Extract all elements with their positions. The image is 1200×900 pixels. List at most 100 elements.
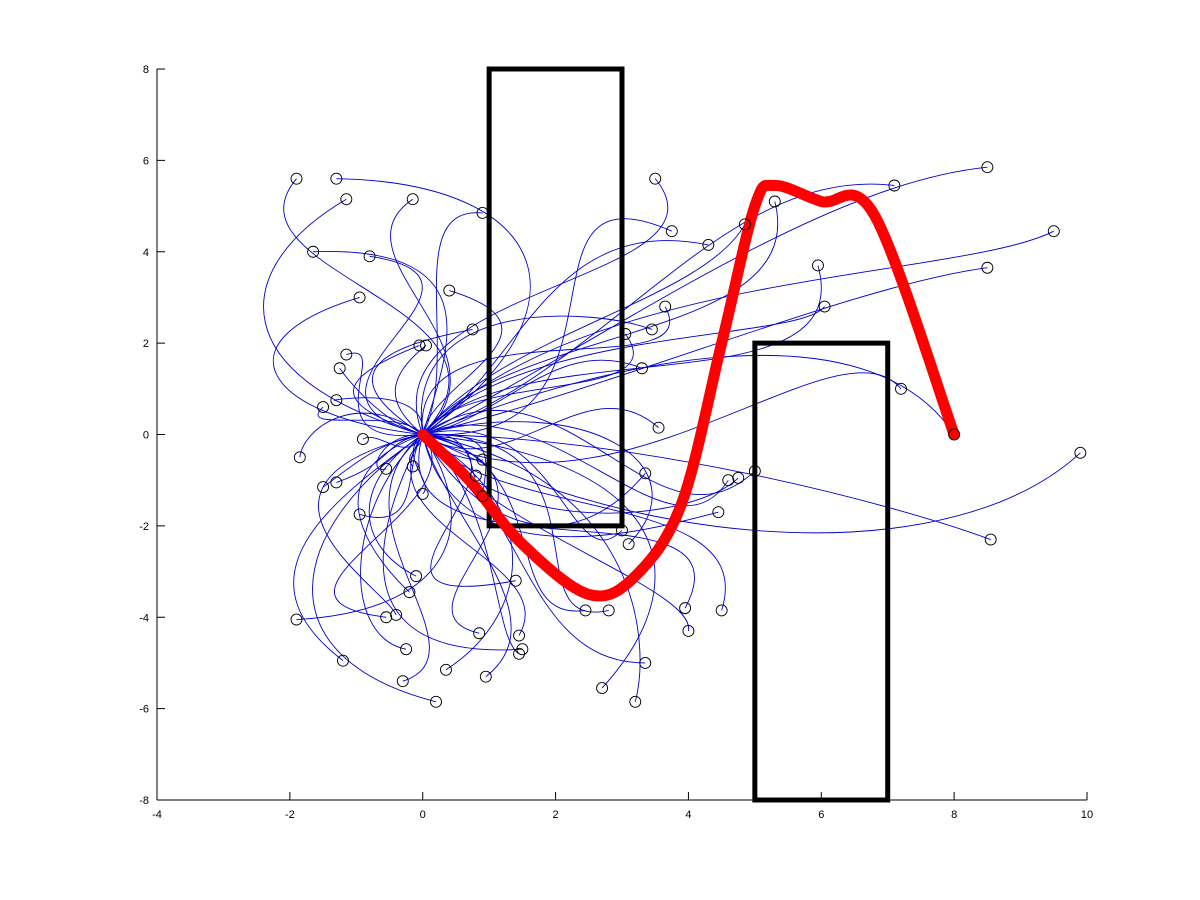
end-point-marker (466, 323, 479, 336)
end-point-marker (639, 467, 652, 480)
end-point-marker (479, 670, 492, 683)
end-point-marker (290, 172, 303, 185)
y-tick-label: -4 (139, 612, 149, 624)
end-point-marker (476, 453, 489, 466)
end-point-marker (768, 195, 781, 208)
trajectory-line (273, 297, 423, 435)
trajectory-line (322, 434, 423, 488)
end-point-marker (715, 604, 728, 617)
axes: -4 -2 0 2 4 6 8 10 -8 -6 -4 -2 0 2 4 6 8 (139, 64, 1093, 821)
trajectory-line (422, 434, 656, 689)
trajectory-line (422, 421, 653, 545)
end-point-marker (818, 300, 831, 313)
end-point-marker (293, 451, 306, 464)
trajectory-line (422, 230, 1054, 435)
trajectory-line (410, 434, 526, 636)
trajectory-line (390, 198, 451, 435)
end-point-marker (602, 604, 615, 617)
trajectory-line (415, 178, 669, 435)
trajectory-line (388, 434, 430, 682)
trajectory-line (422, 290, 503, 435)
end-point-marker (380, 462, 393, 475)
end-point-marker (619, 328, 632, 340)
trajectory-line (422, 359, 643, 435)
end-point-marker (649, 172, 662, 185)
optimal-path-group (417, 179, 960, 602)
trajectory-line (422, 306, 825, 435)
end-point-marker (473, 627, 486, 640)
end-point-marker (317, 401, 330, 414)
end-point-markers (290, 161, 1087, 708)
end-point-marker (416, 487, 429, 500)
end-point-marker (516, 643, 529, 656)
end-point-marker (340, 348, 353, 361)
end-point-marker (981, 261, 994, 274)
y-tick-label: -2 (139, 521, 149, 533)
end-point-marker (616, 524, 628, 537)
obstacle-rect (486, 66, 625, 529)
x-tick-label: -4 (152, 809, 162, 821)
end-point-marker (722, 474, 735, 487)
end-point-marker (888, 179, 901, 192)
end-point-marker (748, 465, 761, 477)
trajectory-lines (263, 166, 1081, 703)
end-point-marker (639, 656, 652, 669)
end-point-marker (665, 225, 678, 238)
trajectory-line (346, 352, 423, 437)
end-point-marker (812, 259, 824, 272)
trajectory-line (422, 183, 895, 435)
end-point-marker (330, 394, 343, 407)
y-tick-label: 6 (143, 155, 149, 167)
optimal-path (417, 179, 960, 602)
end-point-marker (380, 611, 393, 624)
x-tick-label: 4 (685, 809, 691, 821)
trajectory-line (360, 434, 424, 650)
end-point-marker (513, 629, 525, 642)
end-point-marker (702, 238, 715, 251)
end-point-marker (307, 245, 320, 258)
end-point-marker (330, 476, 343, 489)
end-point-marker (682, 625, 695, 637)
end-point-marker (579, 604, 592, 617)
x-tick-label: -2 (285, 809, 295, 821)
end-point-marker (476, 490, 489, 503)
end-point-marker (440, 663, 452, 676)
end-point-marker (469, 469, 482, 482)
end-point-marker (403, 586, 416, 599)
end-point-marker (317, 481, 330, 493)
trajectory-line (422, 434, 499, 634)
x-tick-label: 10 (1081, 809, 1093, 821)
end-point-marker (645, 323, 658, 336)
trajectory-line (422, 434, 513, 671)
trajectory-line (422, 410, 756, 495)
end-point-marker (513, 647, 525, 660)
end-point-marker (659, 300, 672, 313)
trajectory-line (318, 434, 423, 616)
x-tick-label: 2 (553, 809, 559, 821)
trajectory-line (422, 218, 673, 436)
y-tick-label: 0 (143, 430, 149, 442)
end-point-marker (430, 695, 442, 708)
end-point-marker (629, 695, 642, 708)
y-tick-label: -8 (139, 795, 149, 807)
end-point-marker (635, 362, 648, 375)
trajectory-line (333, 397, 424, 435)
x-tick-label: 8 (951, 809, 957, 821)
trajectory-line (357, 434, 423, 593)
end-point-marker (1074, 446, 1087, 459)
trajectory-line (422, 265, 822, 435)
end-point-marker (340, 193, 353, 206)
end-point-marker (363, 250, 376, 263)
end-point-marker (356, 433, 369, 446)
trajectory-line (422, 354, 955, 435)
end-point-marker (732, 471, 745, 484)
end-point-marker (390, 609, 403, 621)
trajectory-line (334, 434, 433, 618)
end-point-marker (353, 291, 366, 304)
trajectory-line (421, 306, 670, 435)
end-point-marker (420, 339, 432, 352)
y-tick-label: 8 (143, 64, 149, 76)
trajectory-line (422, 434, 1081, 534)
end-point-marker (290, 613, 303, 626)
trajectory-line (299, 412, 423, 458)
